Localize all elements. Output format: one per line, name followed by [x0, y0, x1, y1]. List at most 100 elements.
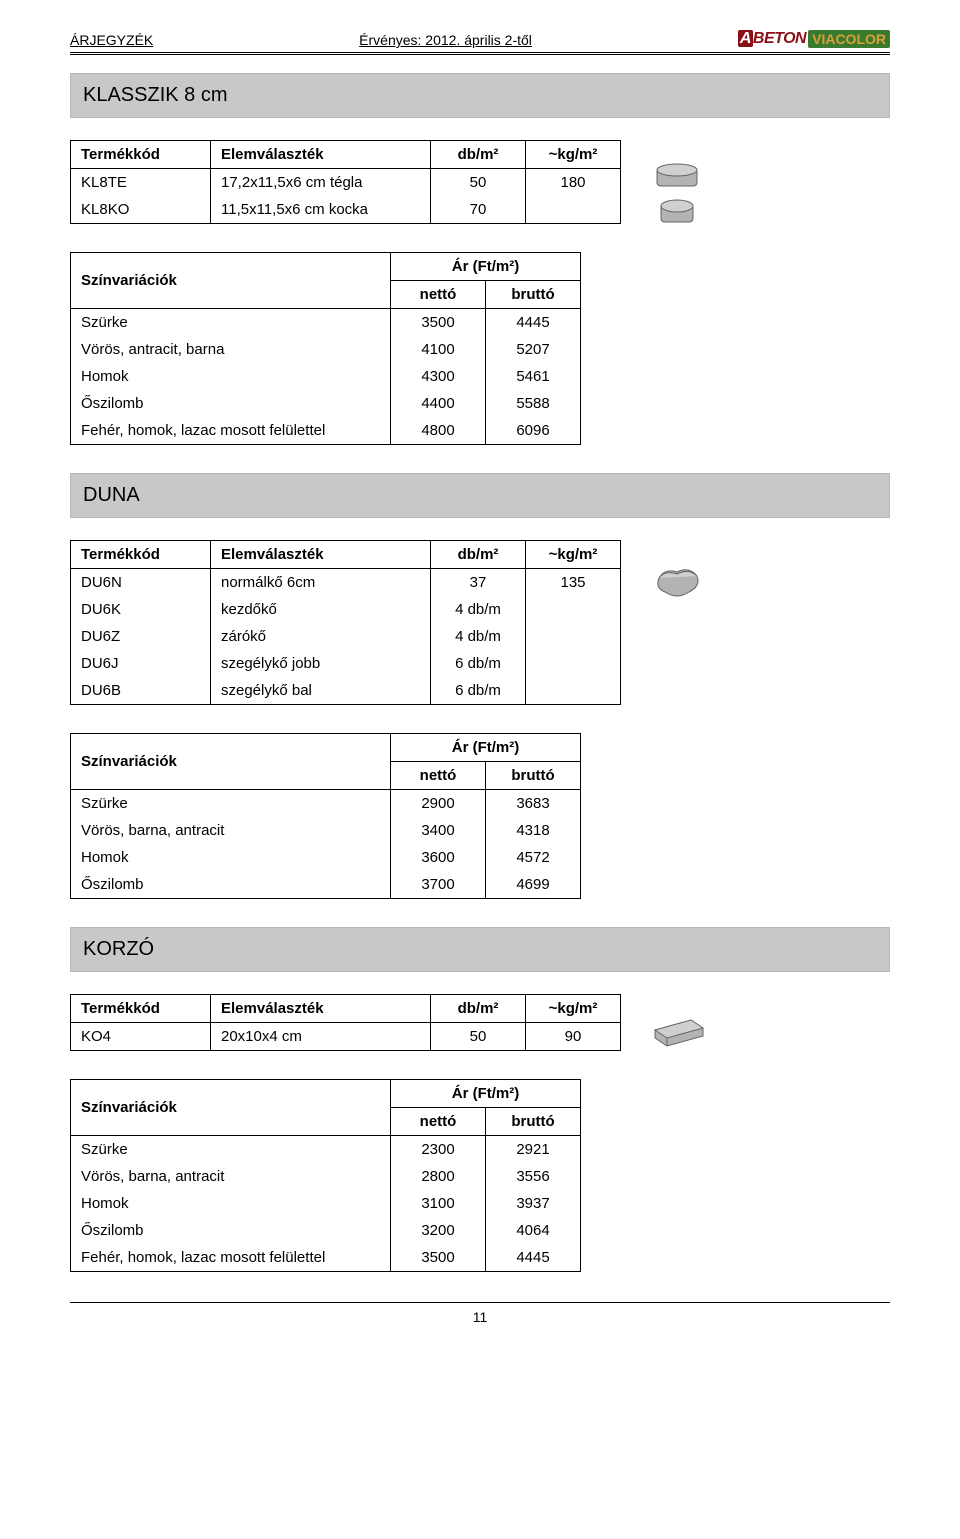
cell-code: DU6K [71, 596, 211, 623]
cell-color: Őszilomb [71, 390, 391, 417]
product-table-duna: Termékkód Elemválaszték db/m² ~kg/m² DU6… [70, 540, 621, 705]
page-header: ÁRJEGYZÉK Érvényes: 2012. április 2-től … [70, 30, 890, 48]
th-dbm2: db/m² [431, 995, 526, 1023]
th-netto: nettó [391, 281, 486, 309]
cell-brutto: 5588 [486, 390, 581, 417]
cell-desc: szegélykő bal [211, 677, 431, 705]
cell-netto: 3600 [391, 844, 486, 871]
cell-kg [526, 196, 621, 224]
cell-netto: 3500 [391, 1244, 486, 1272]
beton-logo-icon: ABETON [738, 30, 806, 48]
th-termekkod: Termékkód [71, 995, 211, 1023]
th-brutto: bruttó [486, 762, 581, 790]
cell-brutto: 6096 [486, 417, 581, 445]
cell-kg [526, 677, 621, 705]
cell-code: KO4 [71, 1023, 211, 1051]
cell-desc: 20x10x4 cm [211, 1023, 431, 1051]
th-szinvariaciok: Színvariációk [71, 734, 391, 790]
price-table-klasszik: Színvariációk Ár (Ft/m²) nettó bruttó Sz… [70, 252, 581, 445]
cell-db: 6 db/m [431, 650, 526, 677]
th-termekkod: Termékkód [71, 541, 211, 569]
cell-desc: 17,2x11,5x6 cm tégla [211, 169, 431, 197]
th-dbm2: db/m² [431, 141, 526, 169]
cell-brutto: 4572 [486, 844, 581, 871]
cell-color: Őszilomb [71, 871, 391, 899]
cell-netto: 4800 [391, 417, 486, 445]
cell-kg: 135 [526, 569, 621, 597]
cell-color: Fehér, homok, lazac mosott felülettel [71, 417, 391, 445]
th-kgm2: ~kg/m² [526, 541, 621, 569]
section-title-klasszik: KLASSZIK 8 cm [70, 73, 890, 118]
cell-brutto: 4699 [486, 871, 581, 899]
cell-brutto: 3937 [486, 1190, 581, 1217]
product-table-korzo: Termékkód Elemválaszték db/m² ~kg/m² KO4… [70, 994, 621, 1051]
cell-desc: zárókő [211, 623, 431, 650]
th-kgm2: ~kg/m² [526, 141, 621, 169]
cell-color: Vörös, barna, antracit [71, 1163, 391, 1190]
cell-color: Vörös, antracit, barna [71, 336, 391, 363]
header-center: Érvényes: 2012. április 2-től [359, 32, 532, 48]
cell-brutto: 5461 [486, 363, 581, 390]
cell-netto: 4300 [391, 363, 486, 390]
cell-code: KL8TE [71, 169, 211, 197]
section-title-duna: DUNA [70, 473, 890, 518]
cell-code: DU6N [71, 569, 211, 597]
cell-brutto: 4445 [486, 1244, 581, 1272]
th-ar: Ár (Ft/m²) [391, 253, 581, 281]
cell-desc: normálkő 6cm [211, 569, 431, 597]
cell-color: Őszilomb [71, 1217, 391, 1244]
cell-db: 4 db/m [431, 623, 526, 650]
cell-db: 6 db/m [431, 677, 526, 705]
th-szinvariaciok: Színvariációk [71, 253, 391, 309]
th-netto: nettó [391, 1108, 486, 1136]
paver-shape-icon [649, 560, 709, 608]
cell-netto: 3100 [391, 1190, 486, 1217]
cell-db: 37 [431, 569, 526, 597]
paver-brick-icon [649, 160, 709, 240]
th-elemvalasztek: Elemválaszték [211, 995, 431, 1023]
cell-netto: 3200 [391, 1217, 486, 1244]
cell-netto: 4100 [391, 336, 486, 363]
cell-code: DU6Z [71, 623, 211, 650]
cell-brutto: 3556 [486, 1163, 581, 1190]
cell-color: Szürke [71, 309, 391, 337]
cell-brutto: 4064 [486, 1217, 581, 1244]
cell-db: 50 [431, 169, 526, 197]
th-dbm2: db/m² [431, 541, 526, 569]
page-number: 11 [70, 1309, 890, 1325]
th-brutto: bruttó [486, 281, 581, 309]
cell-netto: 2900 [391, 790, 486, 818]
th-ar: Ár (Ft/m²) [391, 1080, 581, 1108]
th-elemvalasztek: Elemválaszték [211, 141, 431, 169]
cell-color: Homok [71, 844, 391, 871]
paver-slab-icon [649, 1014, 709, 1054]
th-elemvalasztek: Elemválaszték [211, 541, 431, 569]
th-netto: nettó [391, 762, 486, 790]
header-left: ÁRJEGYZÉK [70, 32, 153, 48]
cell-brutto: 4318 [486, 817, 581, 844]
section-title-korzo: KORZÓ [70, 927, 890, 972]
cell-kg [526, 596, 621, 623]
cell-desc: szegélykő jobb [211, 650, 431, 677]
cell-db: 70 [431, 196, 526, 224]
cell-code: DU6B [71, 677, 211, 705]
th-termekkod: Termékkód [71, 141, 211, 169]
cell-kg: 90 [526, 1023, 621, 1051]
cell-color: Szürke [71, 1136, 391, 1164]
cell-desc: kezdőkő [211, 596, 431, 623]
cell-kg [526, 650, 621, 677]
cell-desc: 11,5x11,5x6 cm kocka [211, 196, 431, 224]
product-table-klasszik: Termékkód Elemválaszték db/m² ~kg/m² KL8… [70, 140, 621, 224]
viacolor-logo-icon: VIACOLOR [808, 30, 890, 48]
cell-brutto: 5207 [486, 336, 581, 363]
cell-netto: 2800 [391, 1163, 486, 1190]
cell-netto: 3700 [391, 871, 486, 899]
cell-code: DU6J [71, 650, 211, 677]
cell-color: Vörös, barna, antracit [71, 817, 391, 844]
th-brutto: bruttó [486, 1108, 581, 1136]
cell-netto: 4400 [391, 390, 486, 417]
cell-kg [526, 623, 621, 650]
cell-color: Fehér, homok, lazac mosott felülettel [71, 1244, 391, 1272]
cell-color: Szürke [71, 790, 391, 818]
cell-color: Homok [71, 363, 391, 390]
